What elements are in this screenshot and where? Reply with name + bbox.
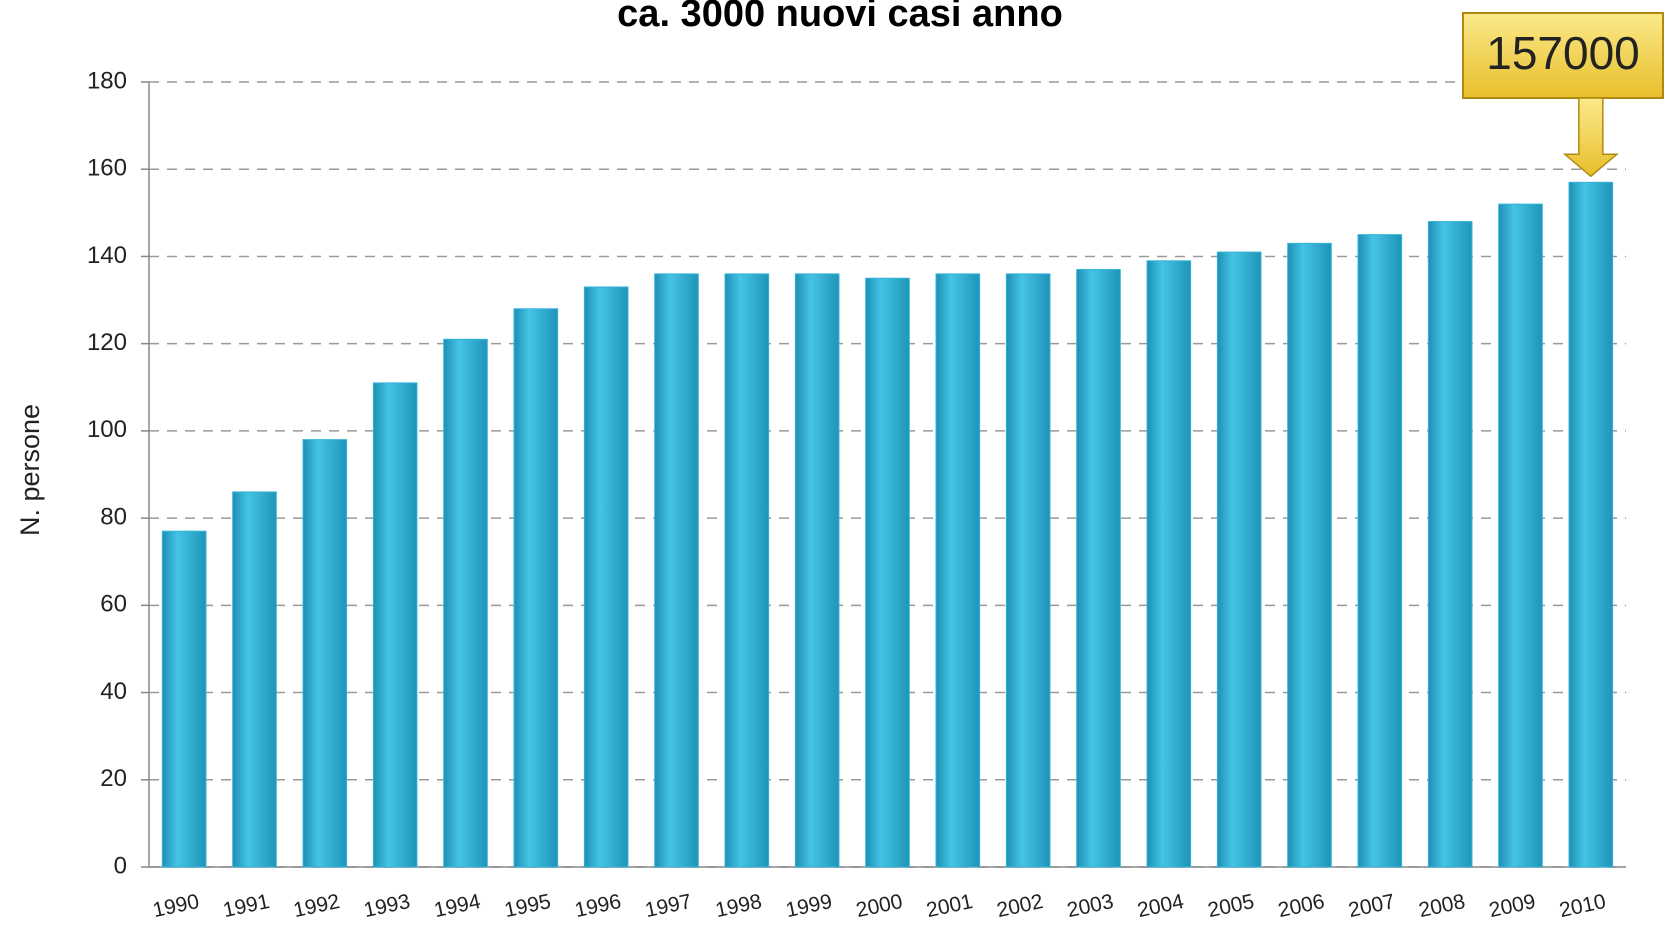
y-tick-label: 60	[100, 591, 127, 618]
y-tick-label: 20	[100, 765, 127, 792]
x-tick-label: 1995	[502, 890, 552, 922]
bar	[1357, 234, 1403, 868]
y-axis-label: N. persone	[15, 404, 45, 536]
bar	[724, 273, 770, 868]
x-tick-label: 2005	[1206, 890, 1256, 922]
bar	[1568, 181, 1614, 868]
x-tick-label: 1992	[291, 890, 341, 922]
bar	[1287, 242, 1332, 868]
x-tick-label: 2010	[1557, 890, 1607, 922]
callout-arrow	[1562, 97, 1619, 178]
x-tick-label: 2002	[995, 890, 1045, 922]
x-tick-label: 2004	[1135, 890, 1186, 922]
x-tick-label: 1991	[221, 890, 271, 922]
y-tick-label: 120	[87, 329, 127, 356]
bar	[654, 273, 699, 868]
x-tick-label: 1998	[713, 890, 763, 922]
bar	[513, 308, 559, 868]
y-tick-label: 0	[114, 852, 127, 879]
callout-box	[1462, 12, 1664, 99]
bar	[161, 530, 207, 868]
bar	[794, 273, 840, 868]
x-tick-label: 1990	[151, 890, 201, 922]
bar	[583, 286, 629, 868]
x-tick-label: 1997	[643, 890, 693, 922]
x-tick-label: 2009	[1487, 890, 1537, 922]
bar	[1005, 273, 1051, 868]
x-tick-label: 2001	[924, 890, 974, 922]
x-tick-label: 1999	[784, 890, 834, 922]
x-tick-label: 2000	[854, 890, 904, 922]
x-tick-label: 2008	[1417, 890, 1467, 922]
bar	[443, 338, 488, 868]
x-tick-label: 2003	[1065, 890, 1115, 922]
bar	[1498, 203, 1543, 868]
bar	[232, 491, 277, 868]
chart-title: ca. 3000 nuovi casi anno	[617, 0, 1063, 35]
y-tick-label: 140	[87, 242, 127, 269]
y-tick-label: 180	[87, 67, 127, 94]
callout-label: 157000	[1486, 27, 1640, 79]
y-tick-label: 160	[87, 155, 127, 182]
bar	[1427, 221, 1473, 868]
x-tick-label: 2007	[1346, 890, 1396, 922]
x-tick-label: 1994	[432, 890, 483, 922]
bar	[865, 277, 910, 868]
bar	[1076, 269, 1121, 868]
x-tick-label: 1996	[573, 890, 623, 922]
x-tick-label: 1993	[362, 890, 412, 922]
bar	[1216, 251, 1262, 868]
bar	[1146, 260, 1192, 868]
bar	[935, 273, 981, 868]
bar	[372, 382, 418, 868]
bar	[302, 439, 348, 868]
y-tick-label: 40	[100, 678, 127, 705]
x-tick-label: 2006	[1276, 890, 1326, 922]
y-tick-label: 80	[100, 503, 127, 530]
y-tick-label: 100	[87, 416, 127, 443]
